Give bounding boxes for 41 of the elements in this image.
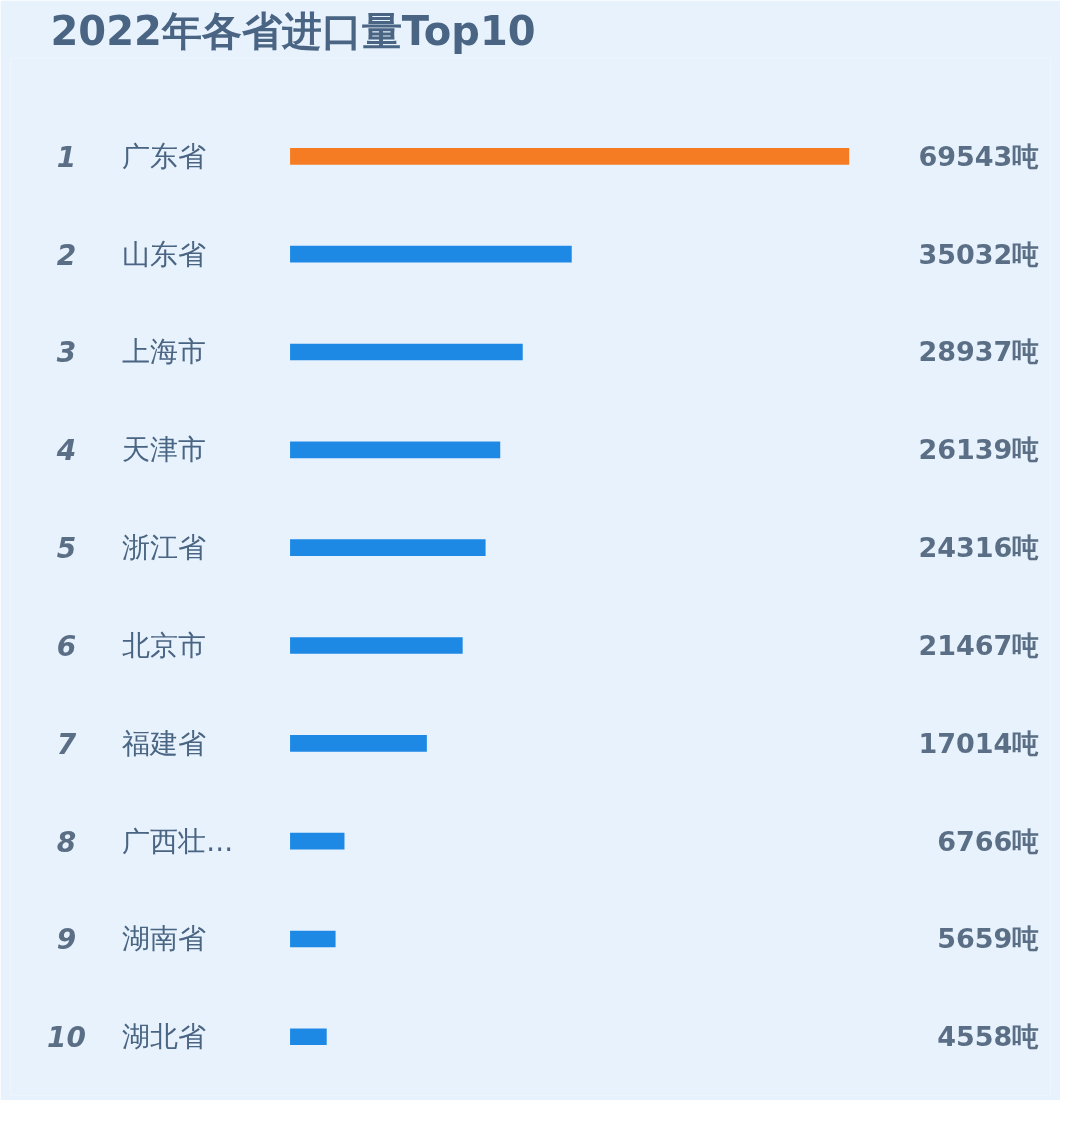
y-tick-label: 浙江省 [122,531,207,565]
y-tick-label: 湖南省 [122,922,207,956]
data-label: 35032吨 [918,238,1040,270]
text: 10 [46,1021,86,1055]
text: 8 [56,825,77,859]
data-label: 17014吨 [918,727,1040,759]
y-tick-label: 北京市 [122,628,207,662]
y-tick-label: 湖北省 [122,1020,207,1054]
data-label: 5659吨 [937,923,1040,955]
data-label: 4558吨 [937,1021,1040,1053]
chart-title: 2022年各省进口量Top10 [50,7,536,54]
text: 7 [56,727,77,761]
data-label: 69543吨 [918,140,1040,172]
data-label: 28937吨 [918,336,1040,368]
y-tick-label: 上海市 [122,335,207,369]
y-tick-label: 福建省 [122,726,207,760]
bar [290,832,345,850]
text: 6 [56,629,77,663]
data-label: 21467吨 [918,629,1040,661]
bar [290,343,523,361]
y-tick-label: 山东省 [122,237,207,271]
text: 3 [56,336,77,370]
data-label: 26139吨 [918,434,1040,466]
y-tick-label: 天津市 [122,433,207,467]
text: 9 [56,923,77,957]
text: 1 [56,140,77,174]
data-label: 24316吨 [918,532,1040,564]
bar [290,1028,327,1046]
bar [290,930,336,948]
data-label: 6766吨 [937,825,1040,857]
bar [290,441,501,459]
bar [290,245,572,263]
y-tick-label: 广东省 [122,139,207,173]
text: 4 [55,434,77,468]
y-tick-label: 广西壮... [122,824,234,858]
bar [290,148,850,165]
bar [290,735,427,752]
text: 2 [56,238,77,272]
bar [290,637,463,654]
text: 5 [56,532,77,566]
bar [290,539,486,556]
